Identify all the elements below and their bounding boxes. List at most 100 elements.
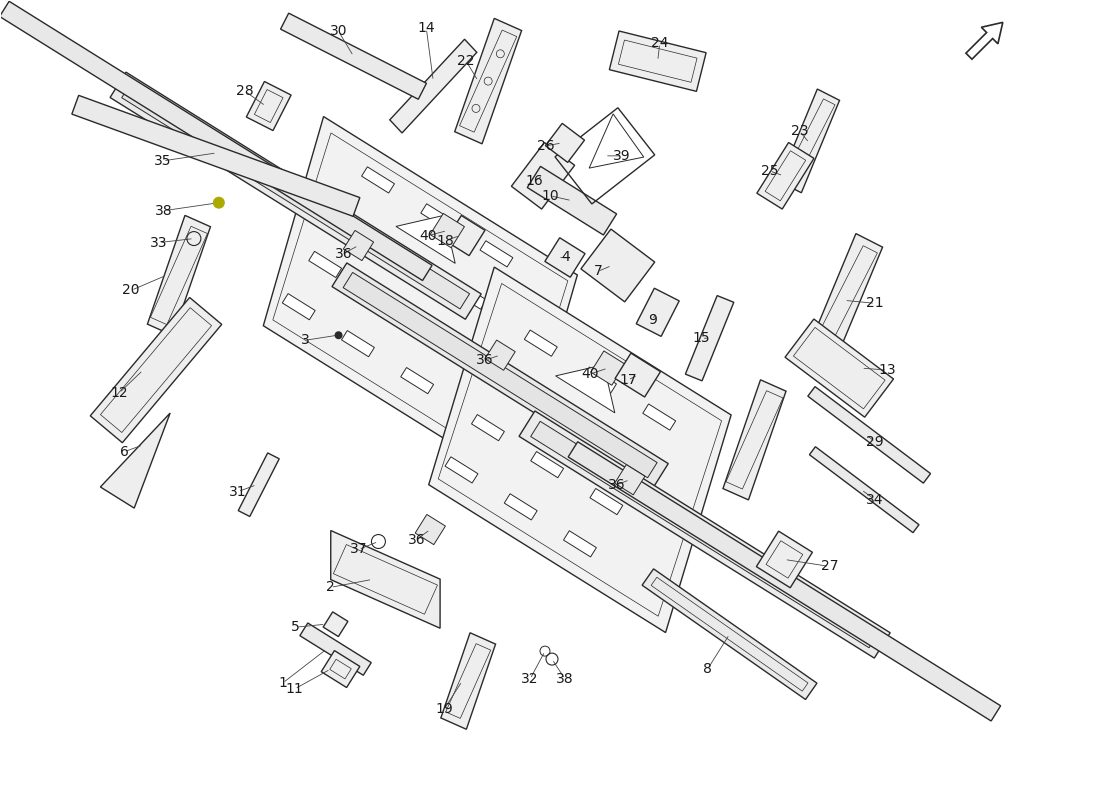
Polygon shape [810, 446, 918, 533]
Polygon shape [122, 82, 470, 309]
Polygon shape [441, 633, 496, 730]
Polygon shape [389, 39, 476, 133]
Polygon shape [331, 530, 440, 628]
Polygon shape [280, 13, 427, 99]
Text: 6: 6 [120, 445, 129, 459]
Polygon shape [530, 422, 879, 648]
Polygon shape [807, 386, 931, 483]
Polygon shape [421, 204, 453, 230]
Polygon shape [636, 288, 679, 336]
Text: 12: 12 [110, 386, 128, 400]
Polygon shape [723, 380, 786, 500]
Polygon shape [0, 2, 432, 281]
Polygon shape [415, 514, 446, 545]
Polygon shape [485, 340, 515, 370]
Text: 1: 1 [278, 676, 287, 690]
Polygon shape [609, 31, 706, 91]
Text: 20: 20 [122, 283, 140, 298]
Text: 32: 32 [521, 672, 539, 686]
Polygon shape [525, 330, 558, 356]
Polygon shape [336, 209, 368, 235]
Polygon shape [430, 214, 464, 248]
Polygon shape [300, 623, 371, 675]
Polygon shape [454, 18, 521, 144]
Polygon shape [343, 230, 374, 261]
Polygon shape [557, 410, 590, 435]
Polygon shape [615, 465, 645, 495]
Polygon shape [779, 89, 839, 193]
Polygon shape [757, 142, 814, 209]
Text: 31: 31 [229, 485, 246, 498]
Text: 4: 4 [562, 250, 570, 265]
Polygon shape [498, 372, 531, 398]
Polygon shape [147, 215, 210, 335]
Text: 24: 24 [651, 36, 669, 50]
Polygon shape [546, 123, 584, 162]
Text: 37: 37 [350, 542, 367, 557]
Text: 27: 27 [821, 559, 838, 574]
Text: 33: 33 [151, 235, 167, 250]
Text: 38: 38 [557, 672, 574, 686]
Polygon shape [400, 367, 433, 394]
Text: 9: 9 [648, 314, 657, 327]
Polygon shape [100, 413, 170, 508]
Text: 16: 16 [525, 174, 543, 188]
Polygon shape [427, 326, 460, 351]
Polygon shape [283, 294, 316, 320]
Polygon shape [504, 494, 537, 520]
Text: 8: 8 [703, 662, 712, 676]
Text: 30: 30 [330, 24, 348, 38]
Text: 34: 34 [867, 493, 884, 506]
Polygon shape [569, 442, 1001, 721]
Text: 11: 11 [286, 682, 304, 696]
Polygon shape [556, 365, 615, 413]
Polygon shape [616, 446, 649, 473]
Polygon shape [615, 353, 660, 397]
Polygon shape [591, 351, 625, 386]
Polygon shape [72, 95, 360, 216]
Polygon shape [527, 166, 617, 235]
Polygon shape [519, 411, 890, 658]
Polygon shape [584, 367, 616, 394]
Text: 40: 40 [419, 229, 437, 242]
Polygon shape [530, 451, 563, 478]
Text: 26: 26 [537, 139, 554, 153]
Polygon shape [323, 612, 348, 637]
Text: 17: 17 [619, 373, 637, 387]
Circle shape [334, 331, 342, 339]
Polygon shape [321, 650, 360, 687]
Polygon shape [544, 238, 585, 278]
Circle shape [213, 197, 224, 209]
Text: 7: 7 [594, 265, 603, 278]
Polygon shape [362, 167, 395, 193]
Text: 18: 18 [437, 234, 454, 247]
Polygon shape [806, 234, 882, 367]
Polygon shape [685, 295, 734, 381]
Text: 22: 22 [458, 54, 475, 68]
Polygon shape [446, 215, 485, 256]
Text: 36: 36 [476, 353, 494, 367]
Text: 36: 36 [608, 478, 626, 492]
Polygon shape [263, 117, 578, 484]
Text: 29: 29 [867, 435, 884, 449]
Polygon shape [966, 22, 1003, 59]
Text: 35: 35 [154, 154, 172, 168]
Text: 14: 14 [418, 22, 436, 35]
Text: 40: 40 [581, 367, 598, 381]
Text: 3: 3 [301, 334, 310, 347]
Text: 25: 25 [761, 164, 778, 178]
Polygon shape [512, 142, 574, 209]
Text: 36: 36 [334, 246, 352, 261]
Text: 39: 39 [613, 149, 630, 163]
Text: 38: 38 [155, 204, 173, 218]
Text: 15: 15 [693, 331, 711, 346]
Polygon shape [396, 215, 455, 263]
Polygon shape [581, 229, 654, 302]
Polygon shape [309, 251, 342, 278]
Polygon shape [472, 414, 505, 441]
Text: 21: 21 [867, 296, 884, 310]
Polygon shape [785, 319, 893, 417]
Polygon shape [563, 530, 596, 557]
Text: 2: 2 [327, 580, 334, 594]
Polygon shape [446, 457, 477, 483]
